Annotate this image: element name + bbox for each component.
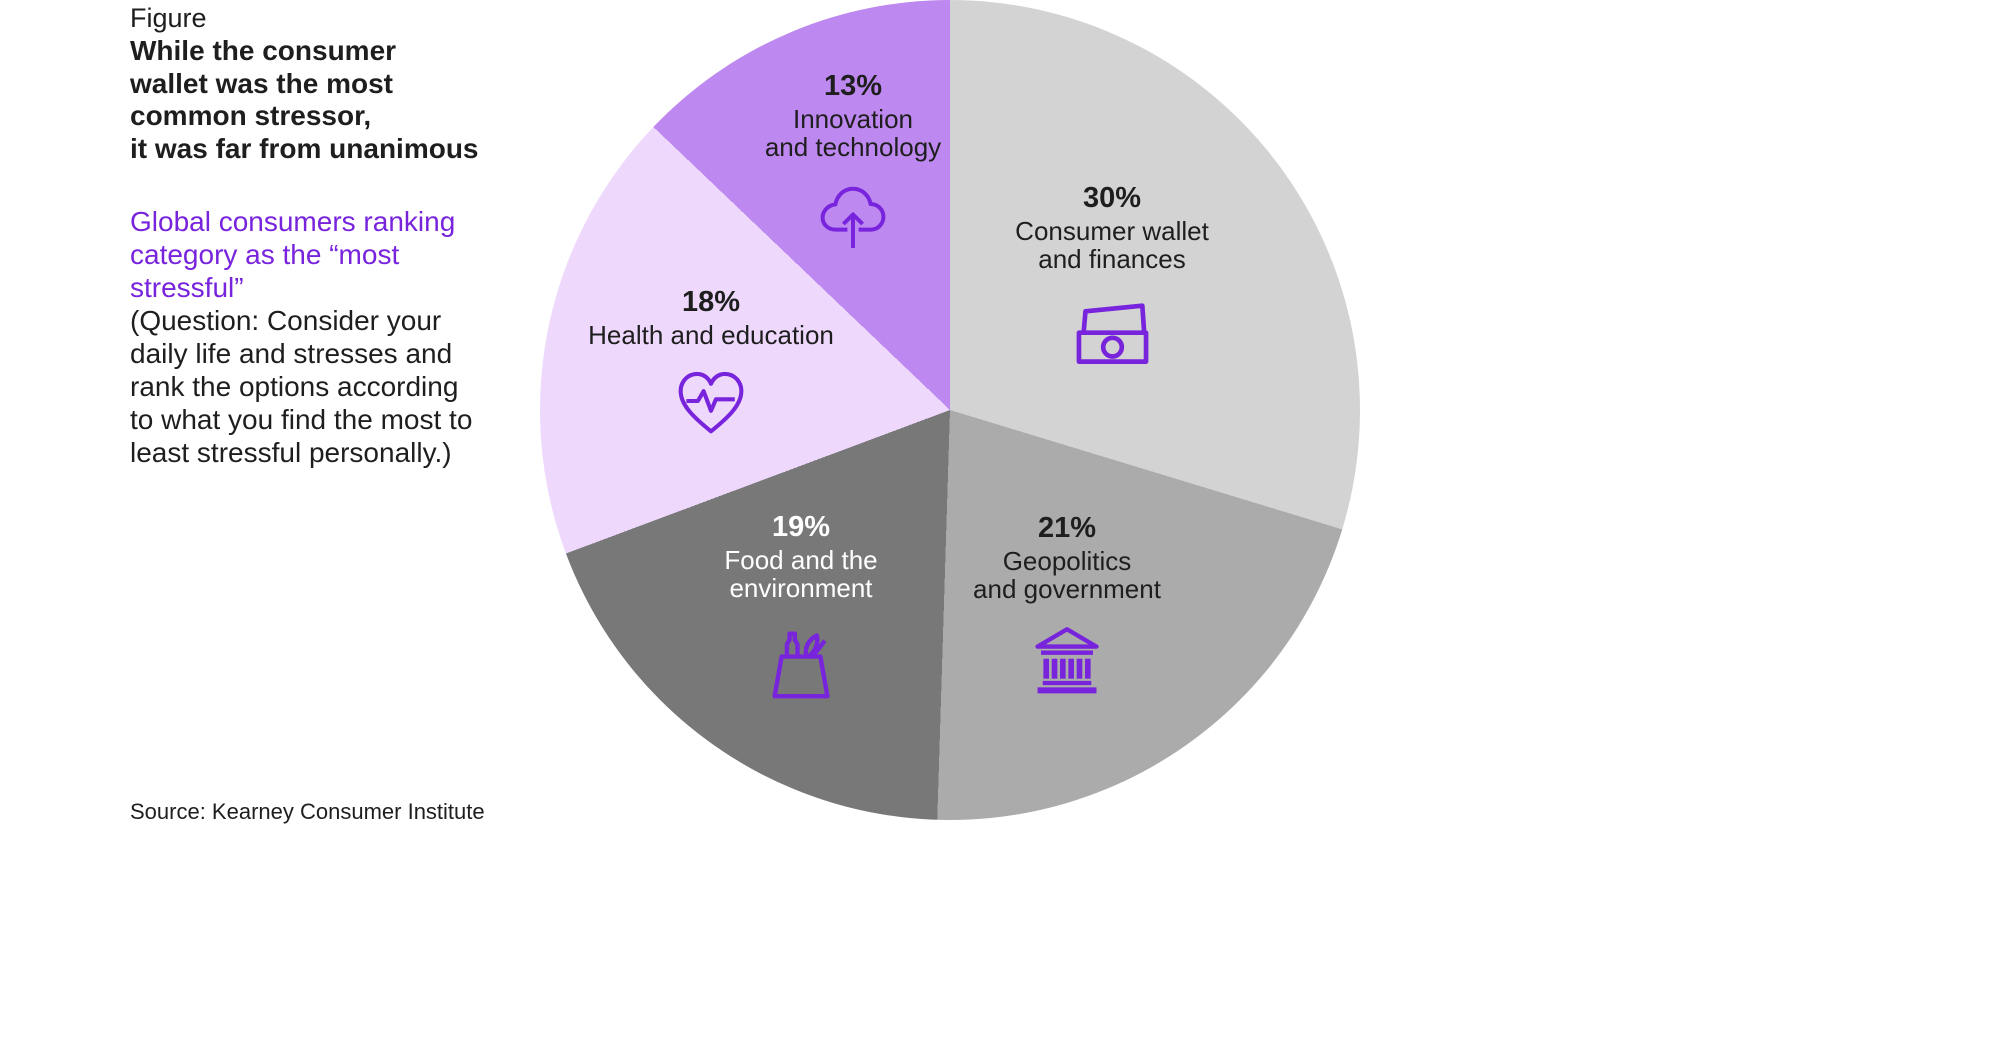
figure-question: (Question: Consider your daily life and …	[130, 305, 473, 468]
figure-text-block: Figure While the consumer wallet was the…	[130, 2, 530, 469]
slice-percentage: 13%	[823, 70, 883, 102]
slice-percentage: 18%	[681, 286, 741, 318]
banknotes-icon	[952, 288, 1272, 370]
slice-label-innovation-and-technology: 13% Innovation and technology	[733, 70, 973, 256]
slice-label-geopolitics-and-government: 21% Geopolitics and government	[927, 512, 1207, 696]
figure-kicker: Figure	[130, 3, 207, 33]
cloud-upload-arrow-icon	[733, 176, 973, 256]
grocery-bag-icon	[671, 617, 931, 705]
pie-chart	[540, 0, 1360, 820]
slice-label-health-and-education: 18% Health and education	[531, 286, 891, 442]
source-note: Source: Kearney Consumer Institute	[130, 799, 485, 824]
slice-percentage: 30%	[1082, 182, 1142, 214]
government-building-icon	[927, 618, 1207, 696]
slice-label-consumer-wallet-and-finances: 30% Consumer wallet and finances	[952, 182, 1272, 370]
slice-category: Health and education	[588, 320, 834, 350]
slice-category: Food and the environment	[724, 545, 878, 603]
heart-pulse-icon	[531, 360, 891, 442]
slice-percentage: 19%	[771, 511, 831, 543]
slice-category: Consumer wallet and finances	[1015, 216, 1209, 274]
figure-title: While the consumer wallet was the most c…	[130, 35, 479, 164]
slice-category: Innovation and technology	[764, 104, 942, 162]
figure-subtitle: Global consumers ranking category as the…	[130, 206, 456, 303]
slice-label-food-and-the-environment: 19% Food and the environment	[671, 511, 931, 705]
slice-category: Geopolitics and government	[973, 546, 1161, 604]
slice-percentage: 21%	[1037, 512, 1097, 544]
